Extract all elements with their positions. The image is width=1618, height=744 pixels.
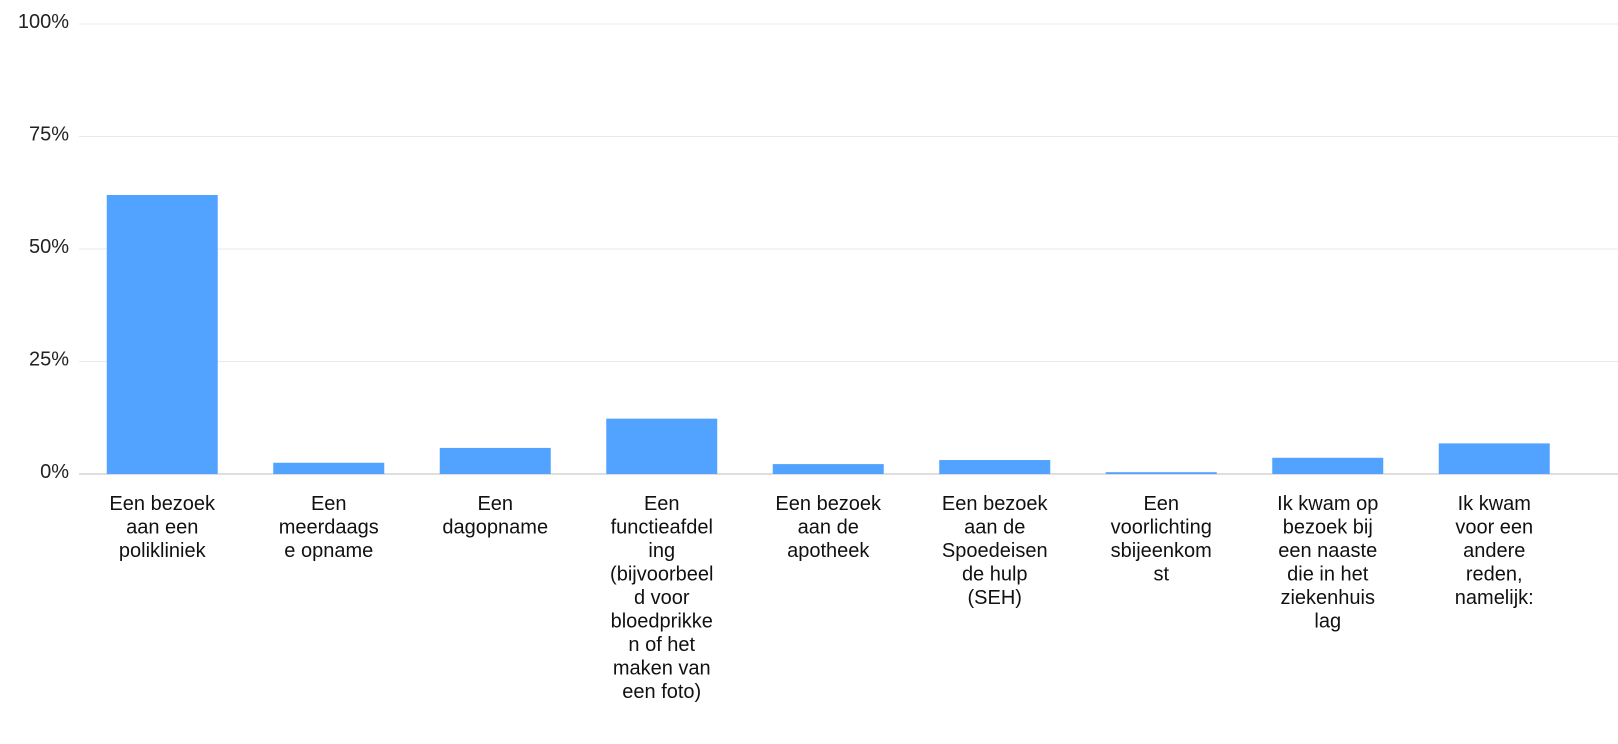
x-category-label: Een voorlichting sbijeenkom st [1111,493,1212,586]
y-tick-label: 100% [18,11,69,33]
bar [439,447,551,474]
bar [1438,443,1550,474]
y-tick-label: 25% [29,349,69,371]
x-category-label: Een bezoek aan de Spoedeisen de hulp (SEH) [942,493,1049,609]
x-category-label: Een bezoek aan een polikliniek [109,493,216,562]
y-tick-label: 0% [40,461,69,483]
bar [273,462,385,474]
bar [606,418,718,474]
x-category-label: Een dagopname [442,493,548,539]
bar [1272,457,1384,474]
bar [939,460,1051,474]
bar [106,195,218,474]
x-category-label: Ik kwam op bezoek bij een naaste die in het… [1277,493,1378,633]
x-category-label: Ik kwam voor een andere reden, namelijk: [1455,493,1534,609]
x-category-label: Een functieafdel ing (bijvoorbeel d voor bloe… [610,493,713,703]
x-axis-category-labels: Een bezoek aan een polikliniek Een meerdaags… [109,493,1533,703]
bar [772,464,884,474]
bar [1105,472,1217,474]
bars [106,195,1550,474]
x-category-label: Een bezoek aan de apotheek [775,493,882,562]
y-axis-tick-labels: 0% 25% 50% 75% 100% [18,11,69,483]
y-tick-label: 75% [29,124,69,146]
y-tick-label: 50% [29,236,69,258]
x-category-label: Een meerdaags e opname [279,493,379,562]
gridlines [79,23,1618,475]
